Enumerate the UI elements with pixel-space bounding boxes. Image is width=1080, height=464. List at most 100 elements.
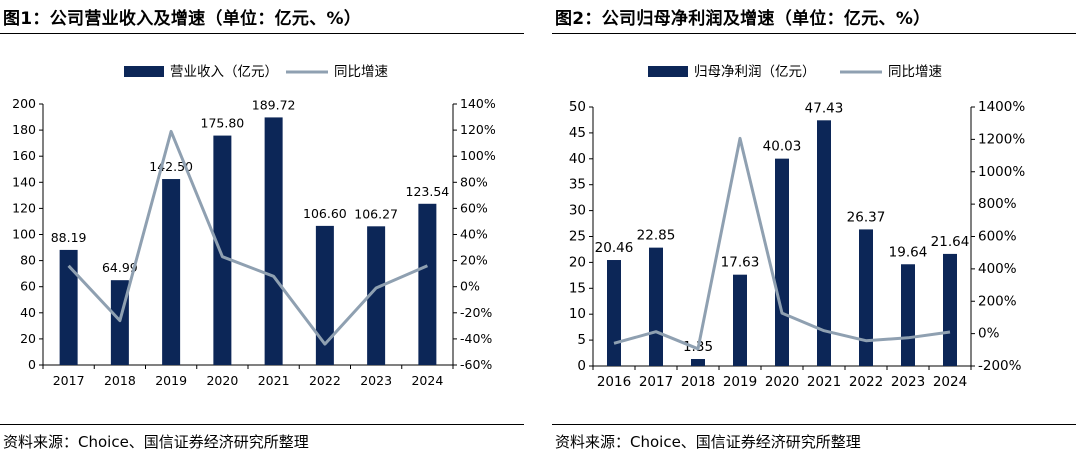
left-y-tick-label: 25 [569,229,586,245]
bar [315,225,334,365]
x-tick-label: 2019 [155,373,187,388]
revenue-chart: 营业收入（亿元） 同比增速 0 20 40 60 80 100 120 140 160 180 200 -… [12,64,496,388]
bar [691,359,705,366]
figure-1-bottom-rule [0,424,524,425]
bar [901,264,915,366]
bar [162,179,181,365]
left-y-tick-label: 5 [577,332,586,348]
figure-1-top-rule [0,33,524,34]
left-y-tick-label: 45 [569,125,586,141]
right-y-tick-label: 1400% [978,99,1025,115]
left-y-tick-label: 180 [12,122,36,137]
growth-rate-line [67,129,428,346]
figure-2-bottom-rule [552,424,1076,425]
legend-bar-label: 归母净利润（亿元） [694,63,816,80]
bar [213,135,232,365]
bar-value-label: 17.63 [721,255,760,271]
bar [418,203,437,365]
x-tick-label: 2021 [258,373,290,388]
bar-value-label: 175.80 [201,116,245,131]
bar-value-label: 40.03 [763,139,802,155]
bar [264,117,283,365]
right-y-tick-label: 200% [978,293,1017,309]
right-y-tick-label: -60% [460,357,492,372]
legend-line-label: 同比增速 [334,64,388,80]
figure-1-source: 资料来源：Choice、国信证券经济研究所整理 [3,433,309,451]
right-y-tick-label: -200% [978,358,1022,374]
bar-value-label: 20.46 [595,240,634,256]
x-tick-label: 2024 [411,373,443,388]
right-y-tick-label: 600% [978,229,1017,245]
bar [733,274,747,366]
growth-rate-line [613,136,951,351]
bar [775,158,789,366]
left-y-tick-label: 120 [12,200,36,215]
figure-2-top-rule [552,33,1076,34]
left-y-tick-label: 20 [569,254,586,270]
x-tick-label: 2022 [309,373,341,388]
legend-bar-swatch [124,66,164,77]
x-tick-label: 2022 [849,374,883,390]
right-y-tick-label: 400% [978,261,1017,277]
left-y-tick-label: 30 [569,203,586,219]
bar-value-label: 106.27 [354,206,398,221]
right-y-tick-label: 0% [460,279,480,294]
x-tick-label: 2024 [933,374,967,390]
bar [649,247,663,366]
left-y-tick-label: 50 [569,99,586,115]
x-tick-label: 2018 [104,373,136,388]
x-tick-label: 2019 [723,374,757,390]
bar-value-label: 22.85 [637,228,676,244]
left-y-tick-label: 40 [20,305,36,320]
left-y-tick-label: 140 [12,174,36,189]
right-y-tick-label: 140% [460,96,496,111]
figure-2-panel: 图2：公司归母净利润及增速（单位：亿元、%） 归母净利润（亿元） 同比增速 0 5 10… [552,0,1080,464]
x-tick-label: 2023 [360,373,392,388]
left-y-tick-label: 0 [28,357,36,372]
bar-value-label: 123.54 [406,184,450,199]
left-y-tick-label: 40 [569,151,586,167]
right-y-tick-label: 20% [460,253,488,268]
left-y-tick-label: 160 [12,148,36,163]
bar-value-label: 21.64 [931,234,970,250]
bar [817,120,831,367]
figure-1-panel: 图1：公司营业收入及增速（单位：亿元、%） 营业收入（亿元） 同比增速 0 20 40 6… [0,0,528,464]
right-y-tick-label: 100% [460,148,496,163]
right-y-tick-label: -40% [460,331,492,346]
left-y-tick-label: 0 [577,358,586,374]
x-tick-label: 2018 [681,374,715,390]
right-y-tick-label: 1200% [978,131,1025,147]
x-tick-label: 2017 [639,374,673,390]
figure-2-source: 资料来源：Choice、国信证券经济研究所整理 [555,433,861,451]
bar-value-label: 64.99 [102,260,138,275]
legend-bar-label: 营业收入（亿元） [170,64,278,80]
bar [607,260,621,366]
bar-value-label: 47.43 [805,100,844,116]
right-y-tick-label: -20% [460,305,492,320]
figure-2-title: 图2：公司归母净利润及增速（单位：亿元、%） [555,9,931,29]
bar-value-label: 26.37 [847,209,886,225]
bar-value-label: 106.60 [303,206,347,221]
left-y-tick-label: 20 [20,331,36,346]
x-tick-label: 2017 [53,373,85,388]
x-tick-label: 2016 [597,374,631,390]
right-y-tick-label: 40% [460,227,488,242]
bar-value-label: 88.19 [51,230,87,245]
left-y-tick-label: 15 [569,280,586,296]
bar-value-label: 189.72 [252,97,296,112]
net-profit-chart: 归母净利润（亿元） 同比增速 0 5 10 15 20 25 30 35 40 45 50 -200% 0%… [569,63,1026,390]
bar [859,229,873,366]
left-y-tick-label: 60 [20,279,36,294]
x-tick-label: 2021 [807,374,841,390]
left-y-tick-label: 35 [569,177,586,193]
figure-1-title: 图1：公司营业收入及增速（单位：亿元、%） [3,9,362,29]
left-y-tick-label: 80 [20,253,36,268]
bar [59,249,78,365]
right-y-tick-label: 800% [978,196,1017,212]
bar [943,253,957,366]
left-y-tick-label: 100 [12,227,36,242]
right-y-tick-label: 60% [460,200,488,215]
right-y-tick-label: 1000% [978,164,1025,180]
right-y-tick-label: 80% [460,174,488,189]
left-y-tick-label: 10 [569,306,586,322]
